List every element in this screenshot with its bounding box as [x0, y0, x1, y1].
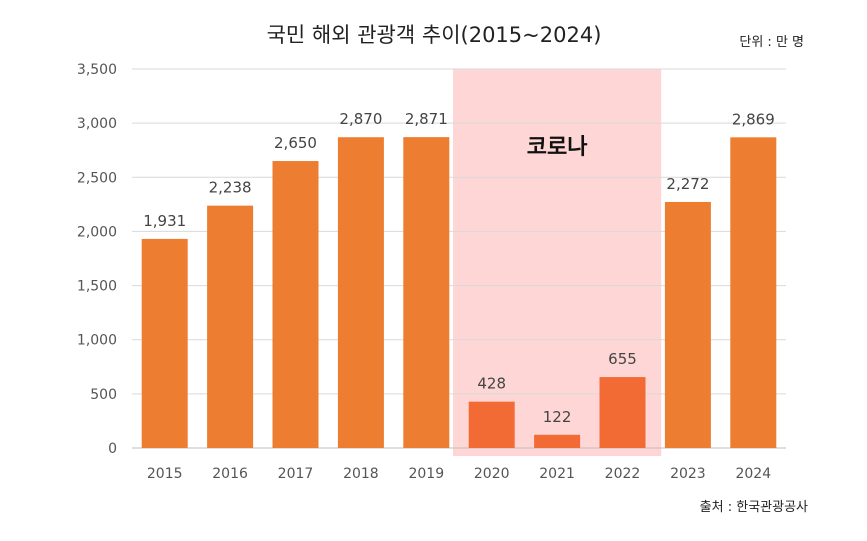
y-tick-label: 1,000 — [77, 333, 117, 349]
data-label-2019: 2,871 — [405, 110, 448, 128]
x-tick-label: 2016 — [212, 466, 248, 482]
bar-2019 — [403, 137, 450, 449]
bar-2023 — [664, 201, 711, 448]
bar-2017 — [272, 161, 319, 449]
x-tick-label: 2021 — [539, 466, 575, 482]
source-label: 출처 : 한국관광공사 — [700, 500, 808, 515]
bar-2015 — [141, 238, 188, 448]
data-label-2016: 2,238 — [209, 179, 252, 197]
data-labels: 1,931 2,238 2,650 2,870 2,871 428 122 655 2,272 2… — [143, 110, 775, 426]
bar-2024 — [730, 137, 777, 448]
unit-label: 단위 : 만 명 — [739, 35, 804, 50]
bar-2021 — [534, 434, 581, 448]
data-label-2023: 2,272 — [666, 175, 709, 193]
y-tick-label: 1,500 — [77, 279, 117, 295]
x-axis-ticks: 2015 2016 2017 2018 2019 2020 2021 2022 2023 2024 — [147, 466, 771, 482]
x-tick-label: 2017 — [278, 466, 314, 482]
x-tick-label: 2019 — [408, 466, 444, 482]
x-tick-label: 2024 — [735, 466, 771, 482]
data-label-2017: 2,650 — [274, 134, 317, 152]
x-tick-label: 2018 — [343, 466, 379, 482]
data-label-2021: 122 — [543, 408, 572, 426]
x-tick-label: 2022 — [605, 466, 641, 482]
data-label-2020: 428 — [477, 375, 506, 393]
x-tick-label: 2015 — [147, 466, 183, 482]
bar-2020 — [468, 401, 515, 448]
x-tick-label: 2020 — [474, 466, 510, 482]
bar-2018 — [337, 137, 384, 448]
bar-2022 — [599, 377, 646, 448]
chart-title: 국민 해외 관광객 추이(2015~2024) — [267, 23, 602, 47]
data-label-2022: 655 — [608, 350, 637, 368]
x-tick-label: 2023 — [670, 466, 706, 482]
y-tick-label: 500 — [90, 387, 117, 403]
covid-region-label: 코로나 — [527, 135, 588, 160]
data-label-2018: 2,870 — [339, 110, 382, 128]
y-axis-ticks: 0 500 1,000 1,500 2,000 2,500 3,000 3,500 — [77, 62, 117, 457]
y-tick-label: 3,000 — [77, 116, 117, 132]
bars — [141, 137, 777, 449]
y-tick-label: 0 — [108, 441, 117, 457]
data-label-2024: 2,869 — [732, 110, 775, 128]
bar-2016 — [207, 205, 254, 448]
y-tick-label: 3,500 — [77, 62, 117, 78]
data-label-2015: 1,931 — [143, 212, 186, 230]
y-tick-label: 2,500 — [77, 170, 117, 186]
y-tick-label: 2,000 — [77, 224, 117, 240]
